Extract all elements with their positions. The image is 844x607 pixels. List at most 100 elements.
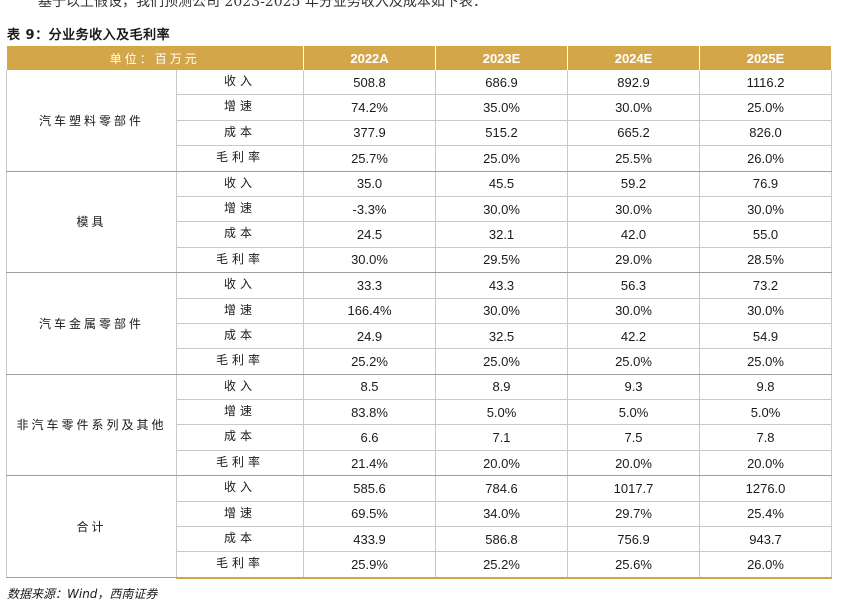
value-cell: 74.2% [303, 94, 437, 121]
value-cell: 20.0% [699, 450, 833, 477]
value-cell: 1116.2 [699, 70, 833, 96]
value-cell: 826.0 [699, 120, 833, 147]
value-cell: 30.0% [435, 298, 569, 324]
metric-label-cell: 增速 [176, 399, 305, 426]
value-cell: 25.0% [567, 348, 701, 375]
value-cell: 515.2 [435, 120, 569, 147]
value-cell: 30.0% [699, 196, 833, 223]
value-cell: 34.0% [435, 501, 569, 528]
table-row: 成本 6.6 7.1 7.5 7.8 [7, 424, 833, 451]
value-cell: 28.5% [699, 247, 833, 274]
metric-label-cell: 收入 [176, 272, 305, 299]
table-row: 合计 收入 585.6 784.6 1017.7 1276.0 [6, 475, 833, 579]
source-note: 数据来源：Wind，西南证券 [7, 587, 158, 601]
value-cell: 83.8% [303, 399, 437, 426]
value-cell: 26.0% [699, 145, 833, 172]
value-cell: 943.7 [699, 526, 833, 553]
metric-label-cell: 增速 [176, 298, 305, 324]
segment-name-cell: 汽车塑料零部件 [6, 70, 177, 172]
table-row: 成本 433.9 586.8 756.9 943.7 [7, 526, 833, 553]
value-cell: 665.2 [567, 120, 701, 147]
value-cell: 25.0% [435, 348, 569, 375]
value-cell: 586.8 [435, 526, 569, 553]
value-cell: 24.5 [303, 221, 437, 248]
value-cell: 30.0% [435, 196, 569, 223]
value-cell: 686.9 [435, 70, 569, 96]
table-row: 增速 74.2% 35.0% 30.0% 25.0% [7, 94, 833, 121]
value-cell: 25.0% [699, 348, 833, 375]
table-row: 增速 -3.3% 30.0% 30.0% 30.0% [7, 196, 833, 223]
value-cell: 59.2 [567, 171, 701, 197]
value-cell: 7.8 [699, 424, 833, 451]
metric-label-cell: 毛利率 [176, 450, 305, 477]
segment-name-cell: 汽车金属零部件 [6, 272, 177, 375]
metric-label-cell: 毛利率 [176, 348, 305, 375]
value-cell: 30.0% [303, 247, 437, 274]
table-header-row: 单位：百万元 2022A 2023E 2024E 2025E [6, 46, 833, 70]
table-row: 毛利率 25.7% 25.0% 25.5% 26.0% [7, 145, 833, 172]
table-row: 成本 377.9 515.2 665.2 826.0 [7, 120, 833, 147]
value-cell: 20.0% [435, 450, 569, 477]
metric-label-cell: 毛利率 [176, 247, 305, 274]
value-cell: 25.6% [567, 551, 701, 579]
metric-label-cell: 成本 [176, 424, 305, 451]
value-cell: 30.0% [567, 94, 701, 121]
table-row: 增速 166.4% 30.0% 30.0% 30.0% [7, 298, 833, 324]
value-cell: 25.4% [699, 501, 833, 528]
value-cell: 7.1 [435, 424, 569, 451]
value-cell: 29.7% [567, 501, 701, 528]
value-cell: 24.9 [303, 323, 437, 350]
value-cell: 30.0% [699, 298, 833, 324]
intro-paragraph: 基于以上假设，我们预测公司 2023-2025 年分业务收入及成本如下表： [38, 0, 487, 9]
value-cell: 9.8 [699, 374, 833, 401]
value-cell: -3.3% [303, 196, 437, 223]
value-cell: 29.5% [435, 247, 569, 274]
value-cell: 45.5 [435, 171, 569, 197]
value-cell: 25.2% [303, 348, 437, 375]
value-cell: 9.3 [567, 374, 701, 401]
value-cell: 892.9 [567, 70, 701, 96]
value-cell: 756.9 [567, 526, 701, 553]
value-cell: 508.8 [303, 70, 437, 96]
value-cell: 30.0% [567, 298, 701, 324]
metric-label-cell: 毛利率 [176, 145, 305, 172]
value-cell: 25.9% [303, 551, 437, 579]
metric-label-cell: 毛利率 [176, 551, 305, 579]
value-cell: 42.2 [567, 323, 701, 350]
business-revenue-table: 单位：百万元 2022A 2023E 2024E 2025E 汽车塑料零部件收入… [6, 46, 833, 579]
value-cell: 32.5 [435, 323, 569, 350]
metric-label-cell: 成本 [176, 323, 305, 350]
table-row: 汽车金属零部件 收入 33.3 43.3 56.3 73.2 [6, 272, 833, 375]
metric-label-cell: 收入 [176, 374, 305, 401]
value-cell: 69.5% [303, 501, 437, 528]
segment-name-cell: 模具 [6, 171, 177, 274]
metric-label-cell: 收入 [176, 475, 305, 502]
value-cell: 25.0% [699, 94, 833, 121]
value-cell: 55.0 [699, 221, 833, 248]
value-cell: 42.0 [567, 221, 701, 248]
value-cell: 784.6 [435, 475, 569, 502]
value-cell: 35.0% [435, 94, 569, 121]
table-row: 非汽车零件系列及其他 收入 8.5 8.9 9.3 9.8 [6, 374, 833, 477]
value-cell: 8.9 [435, 374, 569, 401]
value-cell: 73.2 [699, 272, 833, 299]
value-cell: 166.4% [303, 298, 437, 324]
value-cell: 56.3 [567, 272, 701, 299]
year-header: 2025E [699, 46, 833, 70]
value-cell: 1017.7 [567, 475, 701, 502]
table-row: 成本 24.5 32.1 42.0 55.0 [7, 221, 833, 248]
value-cell: 21.4% [303, 450, 437, 477]
value-cell: 5.0% [699, 399, 833, 426]
table-caption: 表 9：分业务收入及毛利率 [7, 28, 171, 43]
value-cell: 1276.0 [699, 475, 833, 502]
year-header: 2022A [303, 46, 437, 70]
table-row: 增速 83.8% 5.0% 5.0% 5.0% [7, 399, 833, 426]
metric-label-cell: 增速 [176, 196, 305, 223]
metric-label-cell: 成本 [176, 120, 305, 147]
value-cell: 25.0% [435, 145, 569, 172]
value-cell: 43.3 [435, 272, 569, 299]
value-cell: 25.2% [435, 551, 569, 579]
value-cell: 29.0% [567, 247, 701, 274]
value-cell: 5.0% [435, 399, 569, 426]
value-cell: 30.0% [567, 196, 701, 223]
